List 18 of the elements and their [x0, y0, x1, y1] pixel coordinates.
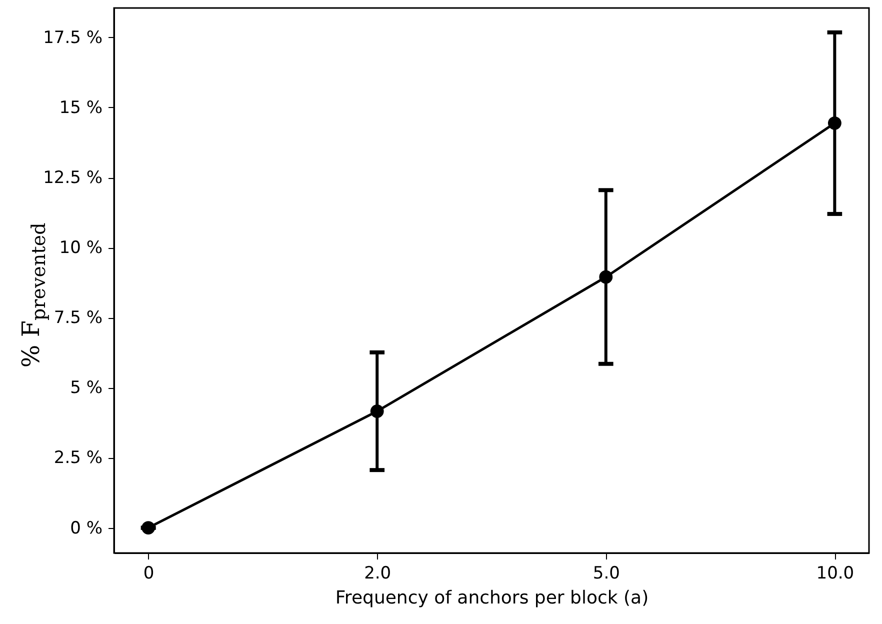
y-tick-label: 2.5 %	[54, 448, 102, 468]
y-tick-label: 0 %	[70, 518, 102, 538]
point	[599, 270, 613, 284]
y-tick-label: 5 %	[70, 378, 102, 398]
x-axis-title: Frequency of anchors per block (a)	[335, 588, 649, 608]
x-tick-label: 10.0	[816, 564, 854, 584]
y-tick-label: 17.5 %	[43, 28, 102, 48]
point	[828, 116, 842, 130]
point	[142, 521, 156, 534]
y-tick-label: 7.5 %	[54, 308, 102, 328]
x-tick-label: 2.0	[364, 564, 392, 584]
point	[370, 404, 384, 418]
y-axis-title: % Fprevented	[17, 222, 50, 368]
x-tick-label: 0	[143, 564, 154, 584]
y-tick-label: 12.5 %	[43, 168, 102, 188]
y-tick-label: 15 %	[59, 98, 102, 118]
x-tick-label: 5.0	[592, 564, 620, 584]
y-tick-label: 10 %	[59, 238, 102, 258]
